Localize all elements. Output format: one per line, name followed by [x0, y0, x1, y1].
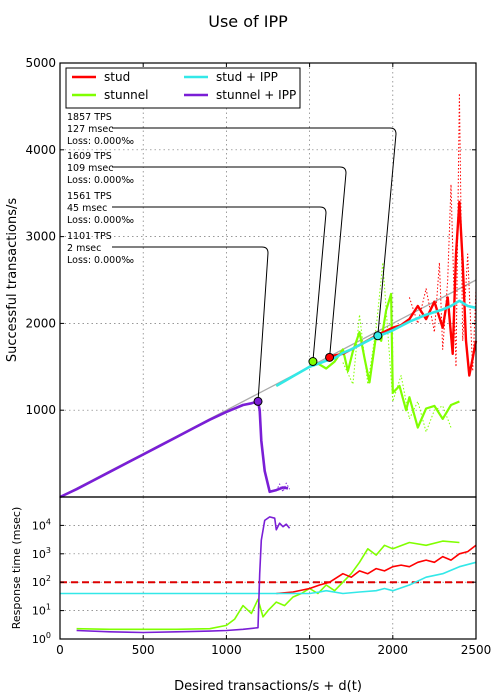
x-ticks: 0 500 1000 1500 2000 2500 — [56, 63, 491, 657]
annotation-line: 127 msec — [67, 124, 113, 135]
bottom-y-tick-label: 104 — [32, 517, 51, 532]
bottom-plot-frame — [59, 496, 477, 640]
bottom-series-stud-ipp — [60, 561, 477, 595]
knee-points — [253, 331, 383, 406]
x-axis-label: Desired transactions/s + d(t) — [174, 679, 362, 694]
x-tick-label: 1000 — [211, 643, 242, 657]
x-tick-label: 2000 — [378, 643, 409, 657]
annotation-leader — [112, 246, 269, 402]
bottom-series-stunnel-ipp — [76, 516, 291, 634]
bottom-y-axis-label: Response time (msec) — [10, 507, 23, 630]
top-y-axis-label: Successful transactions/s — [5, 198, 20, 362]
annotation-line: 1857 TPS — [67, 112, 112, 123]
top-y-tick-label: 3000 — [25, 230, 56, 244]
x-tick-label: 2500 — [461, 643, 492, 657]
chart-title: Use of IPP — [208, 12, 288, 31]
annotation-line: Loss: 0.000‰ — [67, 136, 134, 147]
knee-point-stunnel-ipp — [253, 396, 263, 406]
top-y-tick-label: 1000 — [25, 403, 56, 417]
annotation-line: Loss: 0.000‰ — [67, 215, 134, 226]
annotation-line: 1609 TPS — [67, 151, 112, 162]
annotation-line: Loss: 0.000‰ — [67, 175, 134, 186]
legend-label-stunnel: stunnel — [104, 88, 149, 102]
annotation-line: 109 msec — [67, 163, 113, 174]
annotation-leader — [112, 206, 327, 362]
x-tick-label: 0 — [56, 643, 64, 657]
annotation-leader — [112, 127, 397, 336]
knee-point-stunnel — [308, 357, 318, 367]
legend-label-stud: stud — [104, 70, 130, 84]
top-series — [59, 92, 478, 499]
legend-label-stud-ipp: stud + IPP — [216, 70, 278, 84]
bottom-series-stunnel — [76, 540, 460, 631]
legend-label-stunnel-ipp: stunnel + IPP — [216, 88, 296, 102]
annotation-line: 1561 TPS — [67, 191, 112, 202]
legend: stud stunnel stud + IPP stunnel + IPP — [65, 67, 301, 109]
top-series-stunnel-dotted — [342, 262, 452, 433]
annotation-line: 45 msec — [67, 203, 107, 214]
knee-point-stud — [325, 352, 335, 362]
bottom-y-tick-label: 100 — [32, 631, 51, 646]
x-tick-label: 1500 — [294, 643, 325, 657]
legend-box — [65, 67, 301, 109]
top-series-stud-ipp — [275, 299, 477, 388]
bottom-y-ticks: 100 101 102 103 104 — [32, 517, 476, 646]
knee-point-stud-ipp — [373, 331, 383, 341]
bottom-y-tick-label: 101 — [32, 603, 51, 618]
bottom-y-tick-label: 102 — [32, 574, 51, 589]
annotation-line: 2 msec — [67, 243, 101, 254]
top-y-ticks: 1000 2000 3000 4000 5000 — [25, 56, 476, 417]
annotation-leader — [112, 166, 347, 358]
bottom-series-stud — [276, 544, 477, 595]
annotation-line: Loss: 0.000‰ — [67, 255, 134, 266]
annotation-line: 1101 TPS — [67, 231, 112, 242]
top-y-tick-label: 2000 — [25, 316, 56, 330]
x-tick-label: 500 — [132, 643, 155, 657]
top-y-tick-label: 4000 — [25, 143, 56, 157]
top-y-tick-label: 5000 — [25, 56, 56, 70]
bottom-y-tick-label: 103 — [32, 546, 51, 561]
top-series-stunnel-ipp — [59, 400, 289, 499]
bottom-series — [60, 516, 477, 634]
top-series-stud-dotted — [408, 92, 477, 372]
